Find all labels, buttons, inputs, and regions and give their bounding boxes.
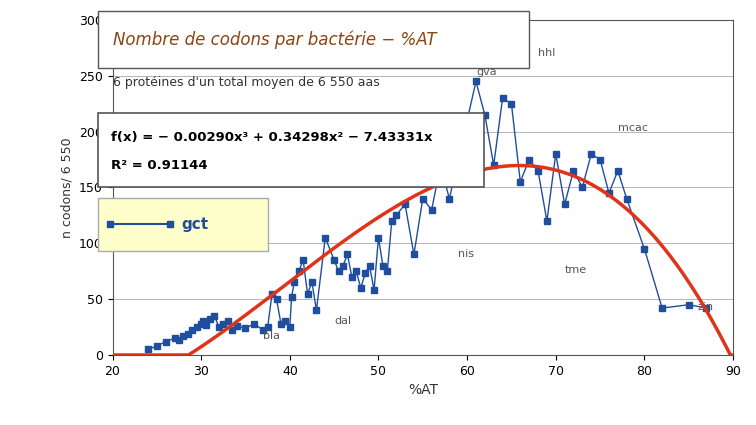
Text: Nombre de codons par bactérie − %AT: Nombre de codons par bactérie − %AT	[113, 30, 437, 48]
Text: pac: pac	[299, 154, 319, 164]
Y-axis label: n codons/ 6 550: n codons/ 6 550	[60, 137, 73, 238]
Text: nis: nis	[458, 249, 474, 259]
Text: hhl: hhl	[538, 48, 556, 58]
Text: dal: dal	[334, 316, 352, 326]
Text: gct: gct	[181, 217, 209, 232]
Text: bla: bla	[263, 332, 280, 341]
Text: zin: zin	[698, 302, 714, 312]
Text: cgq: cgq	[343, 131, 364, 142]
Text: f(x) = − 0.00290x³ + 0.34298x² − 7.43331x: f(x) = − 0.00290x³ + 0.34298x² − 7.43331…	[111, 131, 432, 144]
Text: 6 protéines d'un total moyen de 6 550 aas: 6 protéines d'un total moyen de 6 550 aa…	[113, 76, 380, 89]
Text: gva: gva	[476, 67, 497, 76]
Text: tme: tme	[565, 266, 587, 275]
Text: R² = 0.91144: R² = 0.91144	[111, 159, 208, 172]
Text: mcac: mcac	[618, 122, 648, 133]
X-axis label: %AT: %AT	[407, 383, 438, 397]
